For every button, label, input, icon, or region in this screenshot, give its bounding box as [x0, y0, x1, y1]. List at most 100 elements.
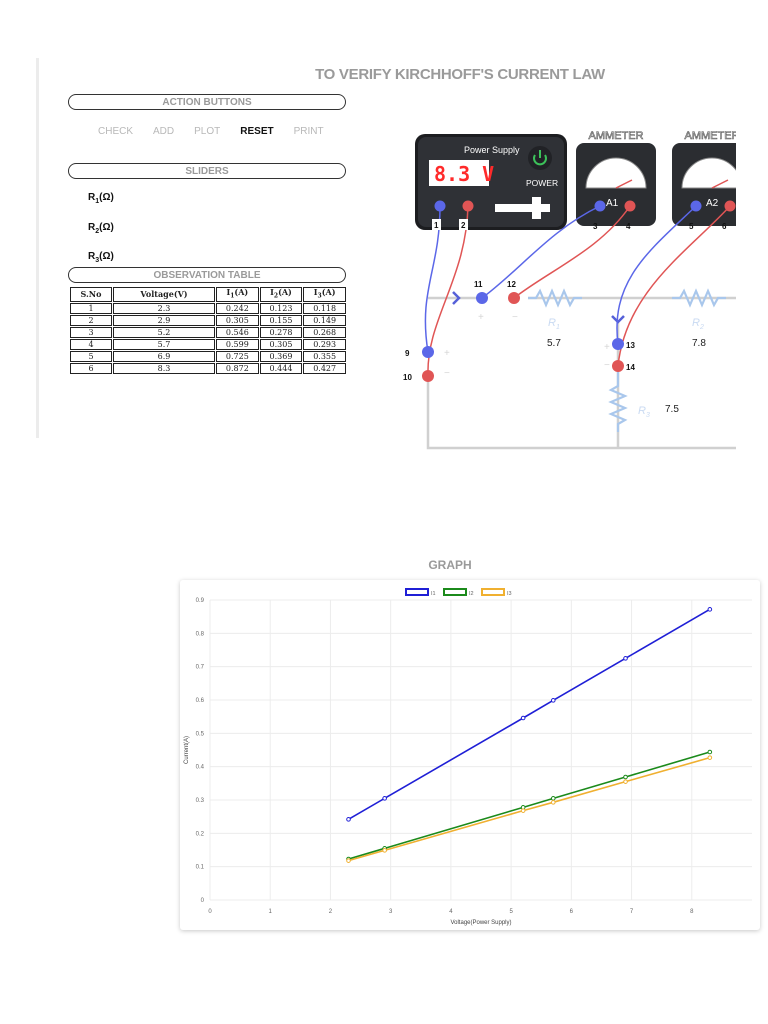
series-line-i1	[348, 608, 711, 821]
data-point-i1	[520, 715, 526, 721]
ammeter-a2-label: AMMETER	[685, 130, 737, 142]
check-button[interactable]: CHECK	[98, 126, 134, 137]
r1-symbol: R	[88, 192, 96, 203]
r1-unit: (Ω)	[99, 192, 114, 203]
node-13[interactable]: 13	[612, 338, 635, 350]
data-point-i2	[707, 749, 713, 755]
current-direction-arrows	[452, 291, 625, 324]
y-tick-label: 0.5	[196, 731, 205, 737]
circuit-diagram: R1 5.7 R2 7.8 R3 7.5 + − + − + − Power Supp…	[403, 130, 737, 450]
svg-text:2: 2	[461, 221, 466, 230]
svg-text:5: 5	[689, 222, 694, 231]
y-tick-label: 0.7	[196, 665, 205, 671]
r2-unit: (Ω)	[99, 222, 114, 233]
y-tick-label: 0.9	[196, 598, 205, 604]
y-axis-label: Current(A)	[184, 736, 190, 764]
node-11[interactable]: 11	[474, 280, 488, 304]
terminals: 1 2 3 4 5 6 9 10 11 12 13 14	[403, 200, 736, 382]
svg-text:4: 4	[626, 222, 631, 231]
terminal-2[interactable]: 2	[459, 200, 474, 231]
resistor-r3: R3 7.5	[608, 370, 679, 432]
print-button[interactable]: PRINT	[293, 126, 324, 137]
circuit-wires	[426, 296, 736, 450]
data-point-i3	[707, 755, 713, 760]
r3-symbol: R	[88, 251, 96, 262]
add-button[interactable]: ADD	[153, 126, 175, 137]
voltage-display-panel	[429, 160, 489, 186]
col-sno: S.No	[70, 287, 112, 302]
r1-subscript: 1	[95, 198, 100, 205]
svg-text:13: 13	[626, 341, 635, 350]
legend-swatch-i3	[481, 588, 505, 596]
r3-unit: (Ω)	[99, 251, 114, 262]
slider-r1-label: R1(Ω)	[88, 192, 114, 205]
ammeter-a1-name: A1	[606, 198, 619, 209]
y-tick-label: 0.8	[196, 631, 205, 637]
x-tick-label: 7	[630, 909, 634, 915]
voltage-display: 8.3 V	[434, 162, 494, 186]
series-line-i3	[348, 756, 711, 862]
col-i2: I2(A)	[259, 287, 303, 302]
data-point-i1	[382, 796, 387, 801]
power-button[interactable]	[528, 146, 552, 170]
svg-text:10: 10	[403, 373, 412, 382]
action-buttons-row: CHECK ADD PLOT RESET PRINT	[98, 126, 344, 137]
node-10[interactable]: 10	[403, 370, 434, 382]
power-label: POWER	[526, 178, 558, 188]
table-row: 4 5.7 0.599 0.305 0.293	[70, 338, 346, 350]
x-tick-label: 1	[269, 909, 273, 915]
data-point-i2	[550, 796, 556, 801]
slider-r3-label: R3(Ω)	[88, 251, 114, 264]
svg-text:+: +	[444, 348, 450, 359]
polarity-marks: + − + − + −	[444, 312, 610, 379]
terminal-3[interactable]: 3	[593, 200, 606, 232]
graph-card: 0 1 2 3 4 5 6 7 8 0 0.1 0.2 0.3 0.4 0.5 0.6 0.7 0.8 0.9 Vol…	[180, 580, 760, 930]
node-9[interactable]: 9	[405, 346, 434, 358]
sliders-header: SLIDERS	[68, 163, 346, 179]
series-line-i2	[348, 751, 711, 860]
r2-symbol-label: R2	[692, 317, 704, 331]
node-12[interactable]: 12	[507, 280, 520, 304]
resistor-r2: R2 7.8	[672, 288, 726, 349]
data-point-i3	[382, 848, 387, 853]
data-point-i3	[520, 808, 526, 813]
r3-symbol-label: R3	[638, 405, 650, 419]
left-divider	[36, 58, 39, 438]
plot-button[interactable]: PLOT	[194, 126, 221, 137]
x-axis-label: Voltage(Power Supply)	[450, 920, 511, 926]
x-tick-label: 4	[449, 909, 453, 915]
y-tick-label: 0.1	[196, 865, 205, 871]
node-14[interactable]: 14	[612, 360, 635, 372]
table-row: 1 2.3 0.242 0.123 0.118	[70, 302, 346, 314]
graph-title: GRAPH	[428, 558, 472, 572]
terminal-4[interactable]: 4	[624, 200, 636, 232]
svg-text:1: 1	[434, 221, 439, 230]
col-voltage: Voltage(V)	[113, 287, 215, 302]
svg-text:3: 3	[593, 222, 598, 231]
x-tick-label: 0	[208, 909, 212, 915]
svg-text:+: +	[478, 312, 484, 323]
voltage-knob-slider[interactable]	[495, 197, 550, 219]
table-row: 3 5.2 0.546 0.278 0.268	[70, 326, 346, 338]
legend-swatch-i2	[443, 588, 467, 596]
col-i3: I3(A)	[303, 287, 346, 302]
data-point-i1	[346, 817, 351, 822]
y-tick-label: 0.3	[196, 798, 205, 804]
data-point-i1	[707, 607, 713, 612]
terminal-6[interactable]: 6	[722, 200, 736, 232]
table-row: 2 2.9 0.305 0.155 0.149	[70, 314, 346, 326]
ammeter-a2-name: A2	[706, 198, 719, 209]
r2-subscript: 2	[95, 228, 100, 235]
x-tick-label: 3	[389, 909, 393, 915]
action-buttons-header: ACTION BUTTONS	[68, 94, 346, 110]
terminal-5[interactable]: 5	[689, 200, 702, 232]
svg-text:14: 14	[626, 363, 635, 372]
page-title: TO VERIFY KIRCHHOFF'S CURRENT LAW	[315, 66, 605, 83]
reset-button[interactable]: RESET	[240, 126, 274, 137]
data-point-i1	[550, 698, 556, 703]
table-header-row: S.No Voltage(V) I1(A) I2(A) I3(A)	[70, 287, 346, 302]
y-tick-label: 0	[201, 898, 205, 904]
data-point-i2	[623, 774, 628, 780]
r3-subscript: 3	[95, 257, 100, 264]
terminal-1[interactable]: 1	[432, 200, 446, 231]
